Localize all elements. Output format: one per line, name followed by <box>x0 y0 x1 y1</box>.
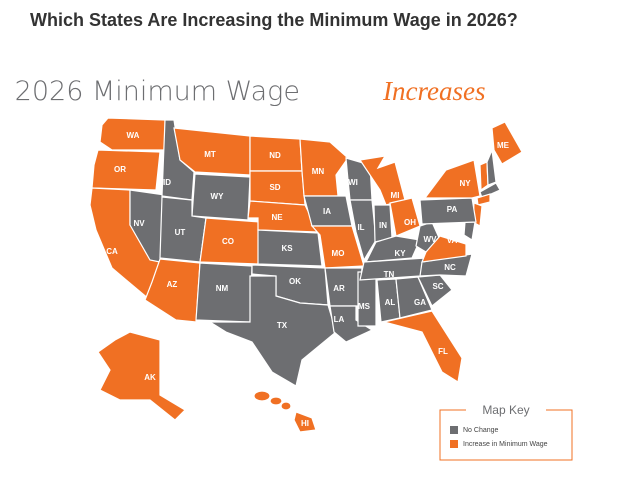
state-shape <box>491 121 523 165</box>
state-label: KS <box>281 244 293 253</box>
state-label: AR <box>333 284 345 293</box>
state-label: WI <box>348 178 358 187</box>
state-label: IN <box>379 221 387 230</box>
state-label: OH <box>404 218 416 227</box>
state-label: LA <box>334 315 345 324</box>
state-label: OR <box>114 165 126 174</box>
state-shape <box>364 235 421 263</box>
state-shape <box>310 225 365 269</box>
state-label: MN <box>312 167 325 176</box>
state-label: IA <box>323 207 331 216</box>
map-key: Map Key No Change Increase in Minimum Wag… <box>439 403 573 461</box>
state-label: GA <box>414 298 426 307</box>
state-shape <box>329 305 374 343</box>
state-shape <box>207 275 337 387</box>
state-label: HI <box>301 419 309 428</box>
state-label: SD <box>269 183 280 192</box>
state-label: VA <box>447 236 458 245</box>
state-shape <box>97 331 186 421</box>
state-label: WA <box>127 131 140 140</box>
state-shape <box>395 276 433 319</box>
state-label: CO <box>222 237 234 246</box>
state-label: NM <box>216 284 229 293</box>
key-label: No Change <box>463 427 499 434</box>
state-label: WY <box>211 192 225 201</box>
state-shape <box>257 229 323 267</box>
state-shape <box>293 411 317 433</box>
state-shape <box>476 193 491 206</box>
state-label: AL <box>385 298 396 307</box>
state-label: ME <box>497 141 510 150</box>
state-shape <box>479 182 501 199</box>
state-shape <box>191 173 251 221</box>
state-label: FL <box>438 347 448 356</box>
island <box>253 390 271 402</box>
state-label: TN <box>384 270 395 279</box>
state-label: MI <box>391 191 400 200</box>
state-shape <box>299 138 349 197</box>
state-label: ND <box>269 151 281 160</box>
key-swatch <box>450 440 458 448</box>
island <box>280 401 292 411</box>
state-label: AK <box>144 373 156 382</box>
key-label: Increase in Minimum Wage <box>463 441 548 448</box>
map-title: 2026 Minimum Wage <box>15 76 300 107</box>
state-label: CA <box>106 247 118 256</box>
state-shape <box>129 189 166 263</box>
states <box>89 117 523 433</box>
state-label: MS <box>358 302 371 311</box>
state-shape <box>349 199 377 262</box>
state-shape <box>486 147 497 186</box>
state-label: MO <box>332 249 345 258</box>
page-title: Which States Are Increasing the Minimum … <box>30 10 518 30</box>
state-labels: WA OR CA NV ID MT WY UT CO AZ NM ND SD NE KS OK TX MN IA MO… <box>106 131 509 428</box>
state-shape <box>421 235 467 263</box>
key-frame <box>439 409 573 461</box>
state-label: SC <box>432 282 443 291</box>
state-label: TX <box>277 321 288 330</box>
state-label: IL <box>357 223 364 232</box>
state-shape <box>463 221 476 241</box>
state-shape <box>383 310 463 383</box>
state-shape <box>91 149 161 191</box>
state-label: ID <box>163 178 171 187</box>
state-label: KY <box>394 249 406 258</box>
island <box>269 396 283 406</box>
state-label: PA <box>447 205 458 214</box>
state-shape <box>419 197 477 225</box>
state-label: NE <box>271 213 283 222</box>
state-shape <box>389 197 421 237</box>
state-label: OK <box>289 277 301 286</box>
state-shape <box>423 159 481 199</box>
state-label: NC <box>444 263 456 272</box>
state-shape <box>173 127 251 176</box>
state-label: UT <box>175 228 186 237</box>
state-shape <box>358 155 406 206</box>
state-label: MT <box>204 150 216 159</box>
state-label: NV <box>133 219 145 228</box>
key-title: Map Key <box>482 403 529 417</box>
key-swatch <box>450 426 458 434</box>
state-shape <box>161 119 195 201</box>
state-label: WV <box>424 235 438 244</box>
state-label: AZ <box>167 280 178 289</box>
map-title-accent: Increases <box>382 76 485 106</box>
state-label: NY <box>459 179 471 188</box>
